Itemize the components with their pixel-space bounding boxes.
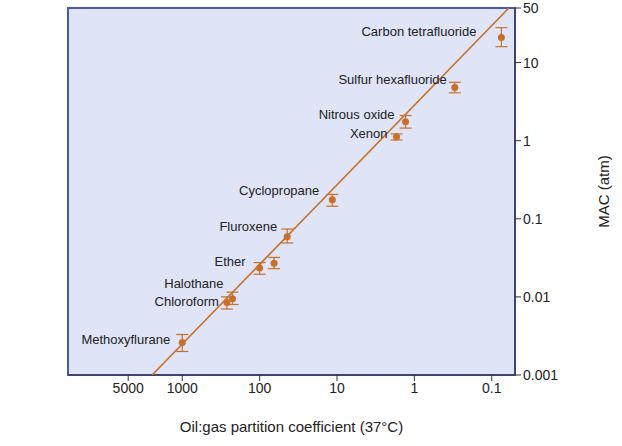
svg-text:5000: 5000: [113, 380, 144, 396]
svg-text:0.1: 0.1: [523, 211, 543, 227]
svg-text:Oil:gas partition coefficient: Oil:gas partition coefficient (37°C): [180, 418, 403, 435]
svg-text:Sulfur hexafluoride: Sulfur hexafluoride: [338, 72, 446, 87]
svg-text:Cyclopropane: Cyclopropane: [239, 183, 319, 198]
svg-text:10: 10: [523, 55, 539, 71]
svg-text:0.001: 0.001: [523, 367, 558, 383]
svg-text:Fluroxene: Fluroxene: [219, 219, 277, 234]
svg-text:Ether: Ether: [215, 254, 247, 269]
svg-text:1: 1: [410, 380, 418, 396]
svg-text:50: 50: [523, 0, 539, 16]
svg-text:Carbon tetrafluoride: Carbon tetrafluoride: [361, 24, 476, 39]
svg-text:Methoxyflurane: Methoxyflurane: [81, 332, 170, 347]
svg-text:100: 100: [248, 380, 272, 396]
svg-text:Nitrous oxide: Nitrous oxide: [319, 107, 395, 122]
svg-text:10: 10: [329, 380, 345, 396]
svg-text:Halothane: Halothane: [164, 276, 223, 291]
svg-text:Chloroform: Chloroform: [155, 294, 219, 309]
svg-text:MAC (atm): MAC (atm): [595, 155, 612, 228]
svg-text:0.1: 0.1: [482, 380, 502, 396]
svg-text:0.01: 0.01: [523, 289, 550, 305]
svg-text:1: 1: [523, 133, 531, 149]
svg-text:1000: 1000: [167, 380, 198, 396]
svg-text:Xenon: Xenon: [350, 126, 388, 141]
